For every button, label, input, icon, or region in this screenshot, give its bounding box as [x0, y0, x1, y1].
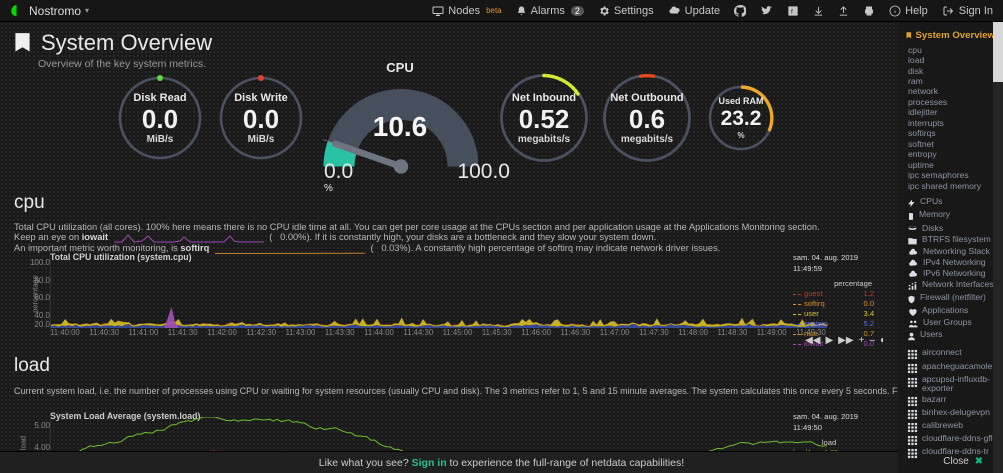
- svg-text:f: f: [791, 8, 793, 15]
